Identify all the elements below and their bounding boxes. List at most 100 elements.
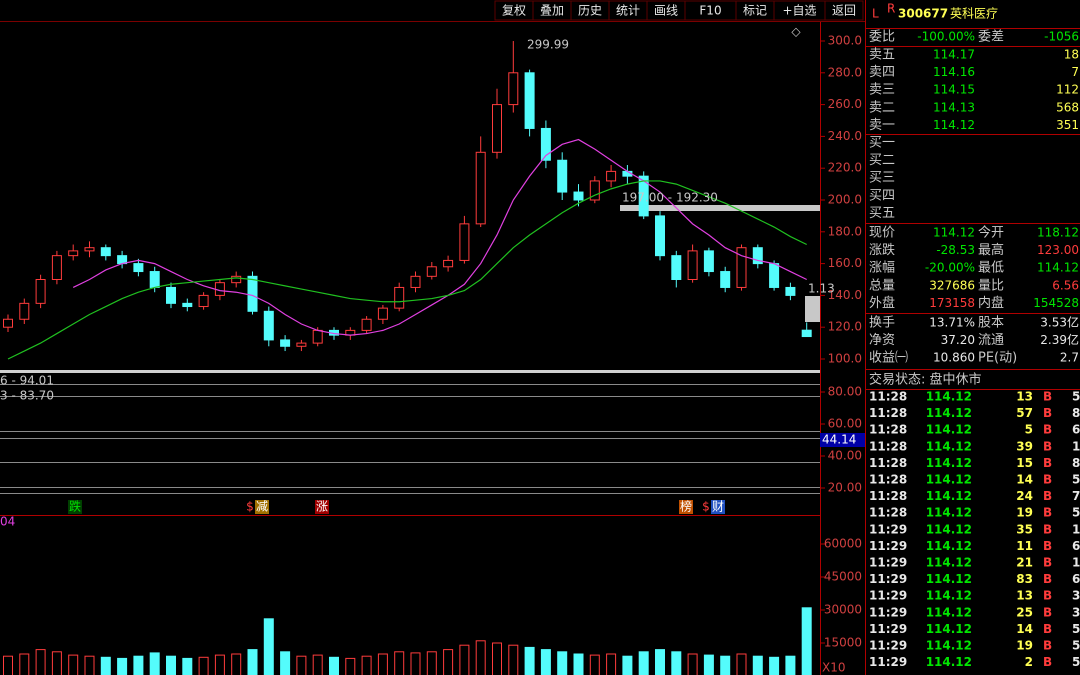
trade-time: 11:29 (869, 556, 907, 570)
candle-body (19, 302, 30, 320)
field-value: 173158 (929, 296, 975, 310)
field-label: 委比 (869, 30, 895, 45)
volume-bar (166, 655, 176, 675)
trade-count: 5 (1072, 655, 1080, 669)
trade-volume: 15 (1016, 456, 1033, 470)
book-price: 114.17 (933, 48, 975, 62)
candle-body (182, 302, 193, 308)
field-label: 收益㈠ (869, 351, 908, 366)
volume-bar (606, 653, 617, 675)
volume-bar (459, 644, 470, 675)
toolbar-label[interactable]: 叠加 (540, 4, 564, 18)
trade-time: 11:29 (869, 589, 907, 603)
event-label: $ (702, 500, 710, 514)
toolbar-button[interactable] (494, 0, 534, 21)
book-price: 114.16 (933, 65, 975, 79)
trade-volume: 35 (1016, 522, 1033, 536)
volume-bar (231, 653, 242, 675)
trade-price: 114.12 (926, 572, 972, 586)
trade-status: 交易状态: 盘中休市 (869, 372, 982, 388)
field-value: 3.53亿 (1040, 315, 1079, 330)
candle-body (68, 250, 79, 257)
trade-side: B (1043, 489, 1052, 503)
candle-body (312, 329, 323, 344)
volume-bar (573, 653, 584, 675)
trade-side: B (1043, 589, 1052, 603)
trade-time: 11:29 (869, 522, 907, 536)
y-tick-label: 20.00 (828, 481, 862, 495)
candle-body (84, 247, 95, 252)
volume-bar (377, 653, 388, 675)
trade-count: 3 (1072, 589, 1080, 603)
candle-body (655, 215, 665, 257)
y-tick-label: 120.0 (828, 320, 862, 334)
candle-body (785, 286, 796, 296)
toolbar-label[interactable]: F10 (699, 4, 721, 18)
candle-body (540, 127, 551, 161)
toolbar-label[interactable]: 标记 (743, 4, 767, 18)
y-tick-label: 60.00 (828, 417, 862, 431)
volume-bar (296, 655, 307, 675)
trade-price: 114.12 (926, 406, 972, 420)
y-tick-label: 300.0 (828, 34, 862, 48)
field-label: 最低 (978, 261, 1004, 276)
candle-body (100, 247, 111, 257)
book-price: 114.13 (933, 100, 975, 114)
field-label: PE(动) (978, 351, 1017, 366)
trade-side: B (1043, 639, 1052, 653)
candle-body (198, 294, 209, 308)
trade-time: 11:28 (869, 406, 907, 420)
candle-body (720, 271, 731, 288)
trade-side: B (1043, 539, 1052, 553)
field-value: 327686 (929, 278, 975, 292)
volume-bar (785, 655, 796, 675)
volume-bar (345, 657, 356, 675)
volume-bar (100, 656, 111, 675)
volume-bar (508, 644, 519, 675)
trade-price: 114.12 (926, 489, 972, 503)
candle-body (426, 266, 437, 277)
price-right-label: 1.13 (808, 282, 835, 296)
field-label: 涨跌 (869, 242, 895, 258)
diamond-icon: ◇ (791, 25, 801, 39)
field-value: 10.860 (933, 351, 975, 365)
candle-body (459, 223, 470, 261)
y-tick-label: 30000 (824, 603, 862, 617)
event-label: 财 (712, 500, 724, 514)
y-tick-label: 80.00 (828, 385, 862, 399)
book-label: 买五 (869, 206, 895, 221)
field-value: 37.20 (941, 333, 975, 347)
candle-body (475, 151, 486, 225)
event-badge (255, 500, 269, 514)
field-value: 2.39亿 (1040, 332, 1079, 347)
trade-count: 12 (1072, 439, 1080, 453)
trade-count: 5 (1072, 622, 1080, 636)
toolbar-label[interactable]: 历史 (578, 4, 602, 18)
toolbar-label[interactable]: 画线 (654, 4, 678, 18)
field-value: 6.56 (1052, 278, 1079, 292)
volume-title: 04 (0, 515, 15, 529)
trade-side: B (1043, 423, 1052, 437)
volume-bar (361, 655, 372, 675)
y-tick-label: 200.0 (828, 193, 862, 207)
candle-body (687, 250, 698, 281)
toolbar-label[interactable]: 返回 (832, 4, 856, 18)
volume-bar (638, 651, 649, 675)
trade-volume: 39 (1016, 439, 1033, 453)
candle-body (280, 339, 291, 347)
field-label: 净资 (869, 333, 895, 348)
toolbar-label[interactable]: +自选 (782, 4, 816, 18)
y-tick-label: 180.0 (828, 224, 862, 238)
trade-volume: 14 (1016, 473, 1033, 487)
trade-side: B (1043, 456, 1052, 470)
field-value: 114.12 (933, 226, 975, 240)
volume-bar (117, 657, 128, 675)
y-tick-label: 60000 (824, 537, 862, 551)
trade-side: B (1043, 506, 1052, 520)
toolbar-label[interactable]: 统计 (616, 4, 640, 18)
volume-bar (703, 654, 714, 675)
toolbar-label[interactable]: 复权 (502, 4, 526, 18)
volume-bar (655, 649, 665, 675)
volume-bar (443, 649, 454, 675)
